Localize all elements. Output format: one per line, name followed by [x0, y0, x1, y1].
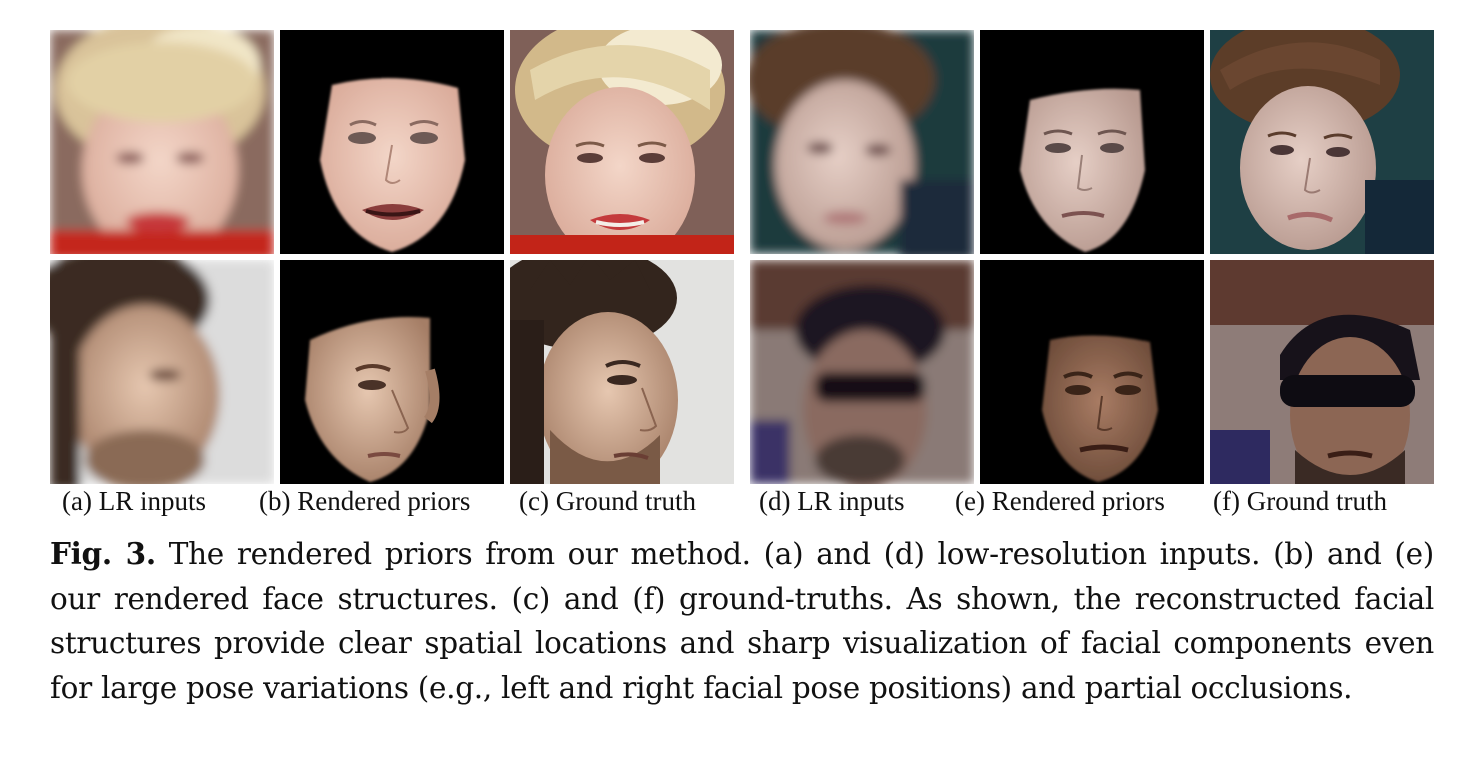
tile-e-row2-rendered-prior: [980, 260, 1204, 484]
tile-c-row1-ground-truth: [510, 30, 734, 254]
tile-a-row1-lr-input: [50, 30, 274, 254]
subfigure-caption-e: (e) Rendered priors: [955, 486, 1165, 516]
face-image: [750, 260, 974, 484]
tile-e-row1-rendered-prior: [980, 30, 1204, 254]
subfigure-caption-f: (f) Ground truth: [1213, 486, 1387, 516]
figure-caption: Fig. 3. The rendered priors from our met…: [50, 532, 1434, 710]
face-image: [50, 260, 274, 484]
face-image: [980, 30, 1204, 254]
tile-d-row2-lr-input: [750, 260, 974, 484]
tile-f-row1-ground-truth: [1210, 30, 1434, 254]
face-image: [1210, 260, 1434, 484]
subfigure-caption-b: (b) Rendered priors: [259, 486, 471, 516]
subfigure-caption-a: (a) LR inputs: [62, 486, 206, 516]
face-image: [280, 260, 504, 484]
tile-b-row2-rendered-prior: [280, 260, 504, 484]
subfigure-caption-d: (d) LR inputs: [759, 486, 905, 516]
tile-c-row2-ground-truth: [510, 260, 734, 484]
figure-label: Fig. 3.: [50, 536, 156, 571]
face-image: [280, 30, 504, 254]
figure-caption-text: The rendered priors from our method. (a)…: [50, 537, 1435, 705]
tile-f-row2-ground-truth: [1210, 260, 1434, 484]
face-image: [1210, 30, 1434, 254]
face-image: [510, 30, 734, 254]
face-image: [50, 30, 274, 254]
tile-d-row1-lr-input: [750, 30, 974, 254]
tile-a-row2-lr-input: [50, 260, 274, 484]
face-image: [510, 260, 734, 484]
face-image: [750, 30, 974, 254]
tile-b-row1-rendered-prior: [280, 30, 504, 254]
face-image: [980, 260, 1204, 484]
subfigure-caption-c: (c) Ground truth: [519, 486, 696, 516]
